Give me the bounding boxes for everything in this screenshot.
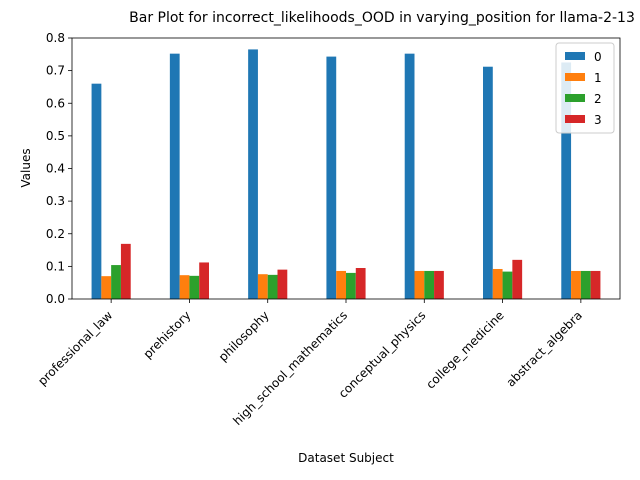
y-axis-label: Values — [19, 148, 33, 187]
bar-series-1-conceptual_physics — [414, 270, 425, 299]
legend-swatch-1 — [565, 73, 585, 81]
legend-swatch-2 — [565, 94, 585, 102]
bar-series-3-college_medicine — [512, 259, 523, 299]
legend: 0 1 2 3 — [555, 42, 615, 134]
legend-label-1: 1 — [594, 71, 602, 85]
x-axis-label: Dataset Subject — [298, 451, 394, 465]
y-tick-label: 0.1 — [46, 259, 65, 273]
y-axis: 0.0 0.1 0.2 0.3 0.4 0.5 0.6 0.7 0.8 — [46, 31, 72, 306]
bar-series-2-professional_law — [111, 265, 121, 299]
bar-series-3-philosophy — [277, 269, 288, 299]
y-tick-label: 0.4 — [46, 162, 65, 176]
y-tick-label: 0.0 — [46, 292, 65, 306]
bar-series-1-high_school_mathematics — [336, 270, 346, 299]
bar-series-0-high_school_mathematics — [326, 56, 337, 299]
y-tick-label: 0.3 — [46, 194, 65, 208]
bars-group — [91, 49, 601, 300]
y-tick-label: 0.6 — [46, 96, 65, 110]
bar-series-3-abstract_algebra — [590, 270, 601, 299]
y-tick-label: 0.7 — [46, 64, 65, 78]
bar-series-2-philosophy — [267, 274, 278, 299]
bar-series-0-professional_law — [91, 83, 102, 299]
legend-swatch-0 — [565, 52, 585, 60]
bar-series-2-college_medicine — [502, 271, 513, 299]
bar-series-0-prehistory — [169, 53, 180, 299]
x-tick-label: abstract_algebra — [504, 308, 585, 389]
bar-series-1-abstract_algebra — [571, 270, 581, 299]
bar-series-3-high_school_mathematics — [355, 268, 366, 299]
x-axis: professional_law prehistory philosophyhigh… — [35, 299, 585, 428]
legend-label-2: 2 — [594, 92, 602, 106]
bar-series-2-abstract_algebra — [580, 270, 591, 299]
x-tick-label: prehistory — [141, 308, 194, 361]
bar-series-0-college_medicine — [483, 66, 493, 300]
bar-series-2-prehistory — [189, 275, 200, 299]
chart-title: Bar Plot for incorrect_likelihoods_OOD i… — [129, 10, 635, 26]
bar-series-0-philosophy — [248, 49, 258, 300]
plot-frame — [71, 37, 621, 300]
bar-series-3-professional_law — [120, 243, 131, 299]
bar-series-2-high_school_mathematics — [346, 272, 356, 299]
bar-series-0-abstract_algebra — [561, 62, 572, 299]
x-tick-label: professional_law — [35, 308, 115, 388]
bar-series-0-conceptual_physics — [404, 53, 415, 299]
bar-series-1-philosophy — [257, 274, 268, 299]
y-tick-label: 0.8 — [46, 31, 65, 45]
x-tick-label: philosophy — [216, 308, 272, 364]
legend-swatch-3 — [565, 115, 585, 123]
bar-series-2-conceptual_physics — [424, 270, 435, 299]
y-tick-label: 0.5 — [46, 129, 65, 143]
legend-box — [555, 42, 615, 134]
bar-series-3-conceptual_physics — [434, 270, 444, 299]
x-tick-label: college_medicine — [423, 308, 506, 391]
bar-series-1-college_medicine — [492, 268, 503, 299]
bar-series-1-prehistory — [179, 275, 190, 299]
legend-label-0: 0 — [594, 50, 602, 64]
bar-series-3-prehistory — [199, 262, 209, 299]
legend-label-3: 3 — [594, 113, 602, 127]
y-tick-label: 0.2 — [46, 227, 65, 241]
bar-series-1-professional_law — [101, 276, 112, 299]
x-tick-label: conceptual_physics — [336, 308, 429, 401]
